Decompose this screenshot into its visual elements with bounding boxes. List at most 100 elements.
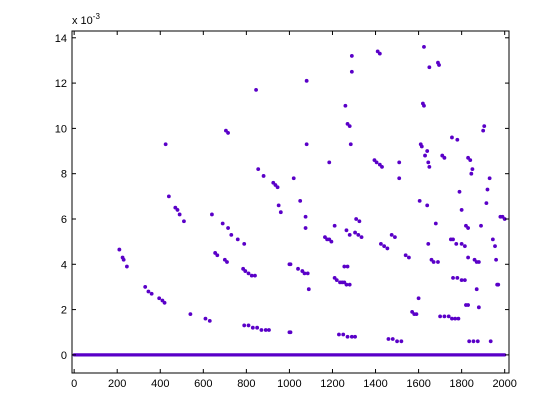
data-point [419, 144, 424, 149]
data-point [349, 69, 354, 74]
x-tick-label: 600 [194, 378, 212, 390]
data-point [343, 103, 348, 108]
data-point [466, 255, 470, 260]
data-point [453, 316, 458, 321]
data-point [467, 339, 472, 344]
x-tick-label: 400 [151, 378, 169, 390]
data-point [479, 223, 483, 228]
data-point [121, 257, 126, 262]
data-point [359, 235, 364, 240]
data-point [485, 187, 490, 192]
data-point [425, 149, 430, 153]
data-point [291, 176, 296, 181]
data-point [438, 314, 443, 319]
data-point [397, 176, 402, 181]
data-point [304, 78, 309, 83]
data-point [337, 332, 341, 337]
data-point [450, 135, 454, 140]
data-point [288, 262, 293, 267]
data-point [226, 131, 230, 135]
data-point [124, 264, 129, 269]
data-point [117, 247, 122, 252]
data-point [462, 278, 467, 283]
data-point [253, 273, 257, 278]
data-point [382, 244, 387, 249]
y-tick-label: 0 [61, 350, 67, 362]
data-point [267, 328, 271, 332]
data-point [342, 264, 347, 269]
y-axis-multiplier: x 10-3 [72, 12, 100, 27]
y-tick-label: 14 [55, 33, 67, 45]
data-point [466, 303, 470, 307]
data-point [146, 289, 151, 294]
data-point [476, 305, 481, 310]
data-point [459, 278, 464, 283]
data-point [162, 300, 167, 305]
x-tick-label: 1800 [449, 378, 473, 390]
data-point [456, 316, 461, 321]
data-point [457, 189, 462, 194]
data-point [468, 158, 473, 162]
data-point [182, 219, 186, 224]
data-point [332, 223, 337, 228]
data-point [494, 257, 498, 262]
data-point [356, 232, 361, 237]
data-point [166, 194, 171, 199]
x-tick-label: 1600 [406, 378, 430, 390]
data-point [403, 253, 408, 258]
y-tick-label: 8 [61, 169, 67, 181]
data-point [390, 337, 395, 341]
data-point [353, 230, 357, 235]
data-point [327, 160, 332, 165]
data-point [482, 124, 487, 129]
data-point [459, 242, 464, 246]
data-point [427, 65, 432, 70]
data-point [302, 271, 307, 276]
data-point [225, 260, 229, 264]
data-point [303, 214, 308, 219]
data-point [377, 51, 382, 56]
data-point [436, 260, 440, 264]
data-point [345, 264, 350, 269]
data-point [203, 316, 208, 321]
y-axis-ticks: 0 2 4 6 8 10 12 14 [55, 33, 509, 362]
data-point [393, 235, 397, 240]
data-point [481, 128, 486, 133]
data-point [426, 242, 431, 246]
data-point [484, 201, 489, 206]
plot-area [71, 30, 510, 374]
data-point [261, 174, 266, 178]
data-point [243, 269, 248, 273]
data-point [226, 226, 230, 230]
data-point [353, 334, 357, 339]
data-point [386, 337, 391, 341]
data-point [275, 185, 280, 190]
data-point [455, 275, 460, 280]
data-point [349, 334, 354, 339]
data-point [344, 282, 349, 287]
data-point [334, 278, 339, 283]
data-point [385, 246, 390, 251]
data-point [177, 212, 182, 217]
data-point [476, 260, 481, 264]
data-point [259, 328, 264, 332]
data-point [254, 87, 258, 92]
y-tick-label: 6 [61, 214, 67, 226]
data-point [255, 325, 260, 330]
x-tick-label: 200 [108, 378, 126, 390]
data-point [354, 217, 359, 221]
data-point [220, 221, 225, 226]
data-point [215, 253, 220, 258]
data-point [397, 160, 402, 165]
data-point [437, 63, 441, 67]
data-point [474, 287, 479, 292]
data-point [417, 198, 422, 203]
data-point [242, 323, 247, 328]
data-point [446, 314, 451, 319]
data-point [431, 260, 436, 264]
data-point [414, 312, 419, 317]
data-point [442, 314, 447, 319]
data-point [455, 137, 460, 142]
data-point [442, 155, 447, 160]
x-tick-label: 1000 [277, 378, 301, 390]
